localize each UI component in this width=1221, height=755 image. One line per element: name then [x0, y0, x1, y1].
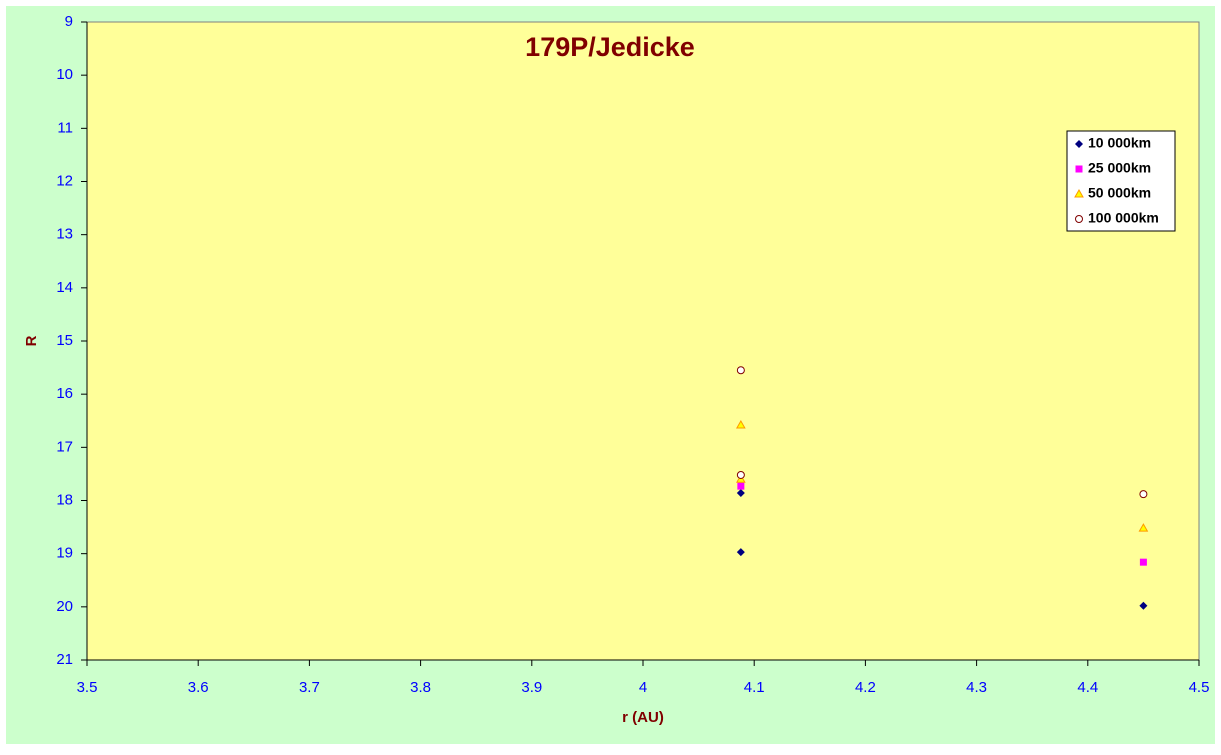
y-tick-label: 12 [56, 172, 73, 189]
x-tick-label: 3.7 [299, 679, 320, 696]
plot-area [86, 21, 1200, 661]
y-tick-label: 14 [56, 279, 73, 296]
y-tick-label: 15 [56, 332, 73, 349]
x-tick-label: 3.6 [188, 679, 209, 696]
y-tick-label: 10 [56, 66, 73, 83]
y-tick-label: 9 [65, 13, 73, 30]
marker-diamond [1139, 601, 1148, 610]
marker-circle [736, 366, 745, 375]
x-tick-label: 4.2 [855, 679, 876, 696]
y-tick-label: 20 [56, 598, 73, 615]
legend-label: 100 000km [1088, 210, 1159, 226]
marker-circle [736, 470, 745, 479]
legend-box [1066, 130, 1176, 232]
x-tick-label: 4.5 [1189, 679, 1210, 696]
x-axis-label: r (AU) [622, 709, 664, 726]
marker-triangle [1138, 523, 1149, 532]
x-tick-label: 4.4 [1077, 679, 1098, 696]
x-tick-label: 4 [639, 679, 647, 696]
y-tick-label: 19 [56, 545, 73, 562]
marker-diamond [1075, 140, 1083, 148]
legend-label: 10 000km [1088, 135, 1151, 151]
marker-circle [1139, 490, 1148, 499]
marker-diamond [736, 489, 745, 498]
y-tick-label: 13 [56, 226, 73, 243]
chart-title: 179P/Jedicke [525, 32, 695, 62]
y-tick-label: 16 [56, 385, 73, 402]
y-tick-label: 11 [57, 119, 73, 136]
legend-label: 25 000km [1088, 160, 1151, 176]
x-tick-label: 3.5 [77, 679, 98, 696]
y-tick-label: 17 [56, 438, 73, 455]
marker-triangle [735, 419, 746, 429]
x-tick-label: 3.8 [410, 679, 431, 696]
y-tick-label: 18 [56, 491, 73, 508]
marker-triangle [1074, 188, 1084, 198]
y-axis-label: R [23, 335, 40, 346]
x-tick-label: 3.9 [521, 679, 542, 696]
marker-circle [1075, 215, 1083, 223]
marker-diamond [736, 548, 745, 557]
legend-label: 50 000km [1088, 185, 1151, 201]
marker-square [1075, 165, 1083, 173]
marker-square [737, 482, 745, 490]
x-tick-label: 4.3 [966, 679, 987, 696]
x-tick-label: 4.1 [744, 679, 765, 696]
marker-square [1139, 558, 1147, 566]
y-tick-label: 21 [56, 651, 73, 668]
